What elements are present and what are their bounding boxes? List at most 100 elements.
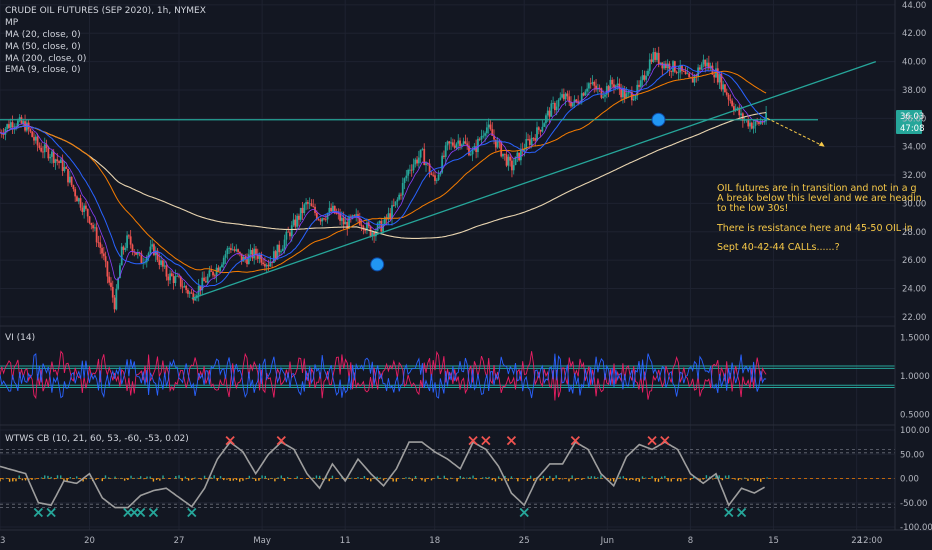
candle-body [593, 82, 596, 86]
y-tick-label: 36.00 [902, 114, 926, 124]
wt-cross-marker [276, 436, 286, 446]
candle-body [371, 232, 374, 237]
candle-body [119, 265, 121, 279]
wt-pane[interactable] [0, 436, 895, 518]
candle-body [317, 218, 320, 220]
wt-histogram-bar [155, 478, 158, 480]
candle-body [6, 124, 9, 129]
candle-body [18, 117, 21, 121]
candle-body [280, 251, 282, 253]
candle-body [187, 289, 189, 294]
vi-pane[interactable] [0, 350, 895, 401]
wt-histogram-bar [318, 475, 321, 479]
wt-histogram-bar [47, 475, 49, 479]
y-tick-label: 44.00 [902, 1, 926, 11]
candle-body [226, 248, 229, 255]
wt-histogram-bar [331, 475, 334, 479]
wt-histogram-bar [692, 476, 695, 479]
candle-body [733, 106, 735, 111]
wt-histogram-bar [766, 477, 768, 479]
wt-histogram-bar [357, 477, 359, 479]
candle-body [647, 70, 649, 76]
projection-arrow[interactable] [766, 117, 825, 148]
wt-histogram-bar [449, 477, 452, 479]
candle-body [394, 201, 397, 206]
candle-body [88, 216, 91, 223]
wt-histogram-bar [40, 477, 43, 479]
wt-histogram-bar [312, 477, 314, 479]
wt-histogram-bar [242, 478, 244, 481]
candle-body [534, 138, 537, 141]
annotation-note[interactable]: OIL futures are in transition and not in… [716, 183, 922, 253]
wt-histogram-bar [497, 476, 500, 479]
candle-body [102, 253, 105, 257]
wt-histogram-bar [561, 478, 564, 480]
candle-body [484, 133, 486, 136]
candle-body [554, 103, 556, 111]
wt-pane-label: WTWS CB (10, 21, 60, 53, -60, -53, 0.02) [5, 434, 189, 444]
x-tick-label: 18 [429, 536, 440, 546]
candle-body [340, 217, 343, 221]
candle-body [598, 87, 601, 89]
touch-marker[interactable] [370, 257, 385, 272]
wt-histogram-bar [625, 478, 628, 481]
candle-body [468, 145, 470, 156]
price-pane[interactable] [0, 46, 877, 313]
wt-histogram-bar [430, 478, 433, 481]
candle-body [283, 239, 286, 249]
candle-body [172, 276, 175, 284]
wt-histogram-bar [408, 477, 410, 479]
wt-histogram-bar [255, 478, 257, 482]
candle-body [212, 271, 214, 276]
candle-body [428, 163, 431, 174]
touch-marker[interactable] [651, 112, 666, 127]
candle-body [443, 155, 445, 157]
candle-body [188, 292, 191, 294]
candle-body [360, 224, 363, 227]
candle-body [459, 140, 461, 147]
candle-body [353, 215, 356, 217]
wt-histogram-bar [421, 478, 423, 481]
x-tick-label: 20 [84, 536, 95, 546]
candle-body [161, 260, 164, 267]
wt-histogram-bar [162, 475, 164, 479]
x-tick-label: 15 [768, 536, 779, 546]
wt-histogram-bar [676, 478, 679, 482]
wt-histogram-bar [101, 478, 103, 482]
wt-histogram-bar [651, 476, 653, 479]
candle-body [707, 62, 710, 69]
candle-body [22, 121, 25, 124]
candle-body [446, 141, 449, 146]
candle-body [480, 136, 483, 140]
wt-histogram-bar [638, 478, 640, 482]
candle-body [373, 232, 376, 237]
wt-histogram-bar [718, 475, 720, 479]
wt-histogram-bar [328, 478, 330, 482]
candle-body [133, 251, 136, 253]
candle-body [201, 277, 204, 291]
candle-body [622, 89, 624, 98]
candle-body [127, 235, 130, 237]
wt-histogram-bar [382, 478, 385, 481]
candle-body [258, 254, 261, 259]
candle-body [15, 126, 18, 128]
wt-histogram-bar [5, 477, 8, 479]
candle-body [639, 80, 642, 87]
candle-body [457, 140, 460, 144]
wt-histogram-bar [15, 478, 17, 482]
candle-body [541, 126, 544, 132]
vi-tick-label: 0.5000 [900, 410, 930, 420]
candle-body [645, 75, 648, 80]
candle-body [126, 235, 128, 248]
candle-body [543, 123, 546, 127]
trendline[interactable] [191, 60, 877, 300]
candle-body [260, 254, 263, 263]
candle-body [691, 78, 694, 83]
candle-body [144, 262, 146, 264]
wt-histogram-bar [2, 478, 4, 480]
candle-body [419, 149, 422, 158]
candle-body [494, 139, 497, 148]
candle-body [332, 205, 334, 212]
candle-body [664, 63, 667, 68]
